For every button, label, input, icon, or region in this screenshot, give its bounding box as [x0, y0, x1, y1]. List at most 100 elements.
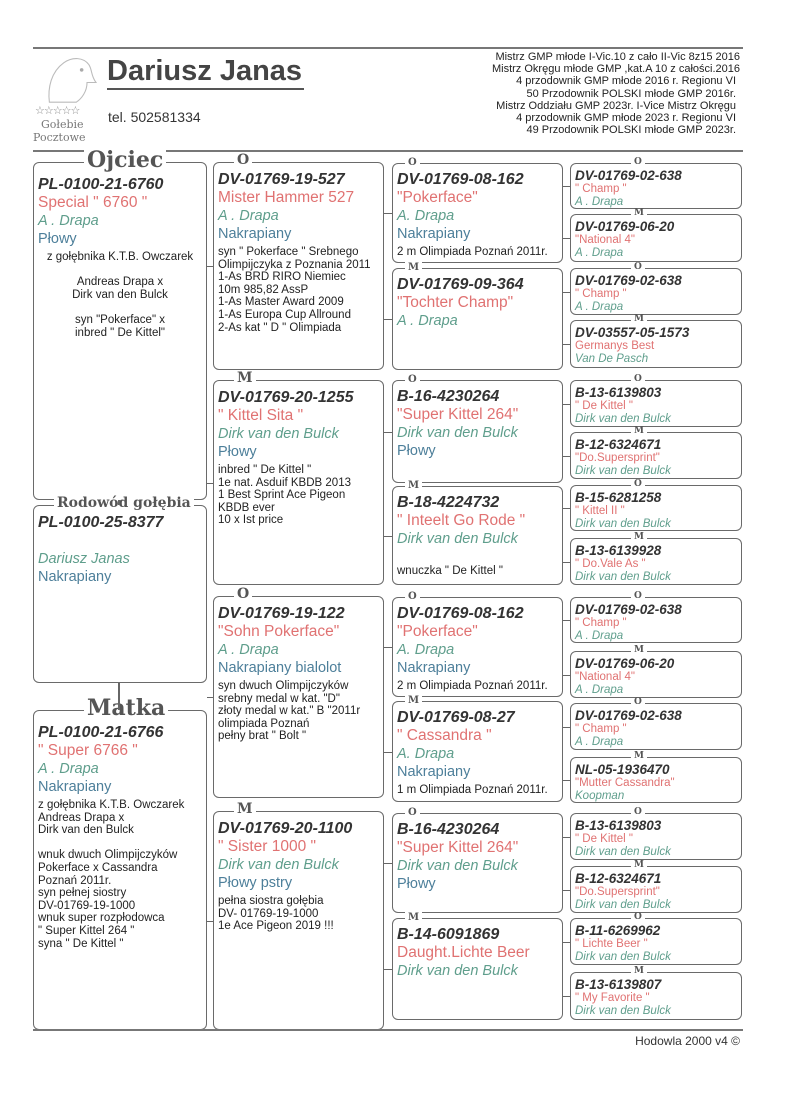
pedigree-card[interactable]: M B-12-6324671 "Do.Supersprint" Dirk van de… — [570, 861, 742, 913]
card-label: O — [234, 153, 253, 168]
connector-line — [563, 836, 570, 838]
note-line: syn "Pokerface" x — [75, 313, 165, 326]
connector-line — [563, 344, 570, 346]
breeder: Dirk van den Bulck — [397, 858, 518, 874]
card-label: O — [234, 587, 253, 602]
note-line: Andreas Drapa x — [38, 811, 125, 824]
connector-line — [207, 920, 213, 922]
connector-line — [118, 500, 120, 505]
card-label: M — [631, 861, 647, 870]
connector-line — [118, 683, 120, 710]
pedigree-card[interactable]: O B-13-6139803 " De Kittel " Dirk van den B… — [570, 375, 742, 427]
ring-number: PL-0100-25-8377 — [38, 514, 164, 531]
ring-number: B-11-6269962 — [575, 923, 661, 938]
pigeon-name: "National 4" — [575, 671, 635, 683]
breeder: A. Drapa — [397, 208, 455, 224]
pedigree-card[interactable]: M DV-01769-09-364 "Tochter Champ" A . Drapa — [392, 262, 563, 370]
pedigree-card[interactable]: Matka PL-0100-21-6766 " Super 6766 " A . Dr… — [33, 696, 207, 1030]
pedigree-card[interactable]: O B-16-4230264 "Super Kittel 264" Dirk van … — [392, 807, 563, 913]
achievement-line: Mistrz GMP młode I-Vic.10 z cało II-Vic … — [495, 51, 740, 63]
logo-text-line2: Pocztowe — [33, 131, 86, 144]
card-label: Ojciec — [84, 148, 167, 172]
pedigree-card[interactable]: M DV-01769-06-20 "National 4" A . Drapa — [570, 646, 742, 698]
note-line: syna " De Kittel " — [38, 937, 124, 950]
pedigree-card[interactable]: O DV-01769-19-527 Mister Hammer 527 A . Dra… — [213, 153, 384, 370]
pigeon-name: " Champ " — [575, 617, 627, 629]
note-line: syn dwuch Olimpijczyków — [218, 680, 349, 692]
pedigree-card[interactable]: M DV-01769-20-1100 " Sister 1000 " Dirk van… — [213, 802, 384, 1030]
plumage-color: Nakrapiany — [397, 226, 471, 242]
breeder: A . Drapa — [575, 684, 624, 696]
connector-line — [563, 561, 570, 563]
note-line: Poznań 2011r. — [38, 874, 112, 887]
ring-number: DV-01769-02-638 — [575, 168, 682, 183]
achievement-line: 4 przodownik GMP młode 2016 r. Regionu V… — [516, 75, 736, 88]
ring-number: DV-01769-08-162 — [397, 605, 524, 622]
pedigree-card[interactable]: O B-16-4230264 "Super Kittel 264" Dirk van … — [392, 374, 563, 483]
pedigree-card[interactable]: O B-11-6269962 " Lichte Beer " Dirk van den… — [570, 913, 742, 965]
pedigree-card[interactable]: M NL-05-1936470 "Mutter Cassandra" Koopman — [570, 752, 742, 803]
card-notes: syn " Pokerface " Srebnego Olimpijczyka z… — [218, 246, 379, 334]
pigeon-name: " Champ " — [575, 723, 627, 735]
pedigree-card[interactable]: O DV-01769-08-162 "Pokerface" A. Drapa Nakra… — [392, 157, 563, 263]
connector-line — [384, 751, 392, 753]
pedigree-card[interactable]: O DV-01769-02-638 " Champ " A . Drapa — [570, 698, 742, 750]
note-line: srebny medal w kat. "D" — [218, 692, 340, 705]
connector-line — [384, 535, 392, 537]
ring-number: B-13-6139928 — [575, 543, 662, 558]
ring-number: DV-01769-08-27 — [397, 709, 515, 726]
pigeon-name: "Tochter Champ" — [397, 294, 514, 311]
pedigree-card[interactable]: M B-14-6091869 Daught.Lichte Beer Dirk van … — [392, 912, 563, 1020]
plumage-color: Płowy pstry — [218, 875, 293, 891]
note-line — [38, 301, 202, 314]
achievements-list: Mistrz GMP młode I-Vic.10 z cało II-Vic … — [492, 51, 740, 136]
card-notes: pełna siostra gołębia DV- 01769-19-1000 1e… — [218, 895, 379, 933]
pigeon-name: "Super Kittel 264" — [397, 406, 519, 423]
pigeon-name: Daught.Lichte Beer — [397, 944, 530, 961]
pedigree-card[interactable]: Rodowód gołębia PL-0100-25-8377 Dariusz J… — [33, 496, 207, 683]
note-line: z gołębnika K.T.B. Owczarek — [38, 799, 185, 811]
pedigree-card[interactable]: O DV-01769-02-638 " Champ " A . Drapa — [570, 158, 742, 209]
pedigree-card[interactable]: O DV-01769-08-162 "Pokerface" A. Drapa Nakra… — [392, 591, 563, 697]
pedigree-card[interactable]: M B-13-6139928 " Do.Vale As " Dirk van den … — [570, 533, 742, 585]
pigeon-name: " Kittel Sita " — [218, 407, 304, 424]
note-line: 1e nat. Asduif KBDB 2013 — [218, 476, 351, 489]
ring-number: DV-01769-06-20 — [575, 656, 675, 671]
breeder: Dariusz Janas — [38, 551, 130, 567]
pedigree-card[interactable]: M DV-01769-06-20 "National 4" A . Drapa — [570, 209, 742, 262]
card-notes: inbred " De Kittel " 1e nat. Asduif KBDB … — [218, 464, 379, 527]
achievement-line: 50 Przodownik POLSKI młode GMP 2016r. — [526, 87, 736, 100]
breeder: A . Drapa — [575, 247, 624, 259]
header-top-rule — [33, 47, 743, 49]
pedigree-card[interactable]: M B-18-4224732 " Inteelt Go Rode " Dirk van… — [392, 480, 563, 585]
card-label: Matka — [84, 696, 169, 720]
card-label: O — [631, 480, 645, 489]
ring-number: B-18-4224732 — [397, 494, 500, 511]
note-line: wnuk dwuch Olimpijczyków — [38, 849, 178, 862]
breeder: Dirk van den Bulck — [397, 963, 518, 979]
pedigree-card[interactable]: M DV-01769-08-27 " Cassandra " A. Drapa Nakr… — [392, 695, 563, 802]
pedigree-card[interactable]: M B-12-6324671 "Do.Supersprint" Dirk van de… — [570, 427, 742, 479]
pedigree-card[interactable]: M DV-03557-05-1573 Germanys Best Van De Pas… — [570, 315, 742, 368]
pedigree-card[interactable]: Ojciec PL-0100-21-6760 Special " 6760 " A .… — [33, 148, 207, 500]
breeder: Dirk van den Bulck — [575, 846, 671, 858]
pedigree-card[interactable]: M B-13-6139807 " My Favorite " Dirk van den… — [570, 967, 742, 1020]
pedigree-card[interactable]: O DV-01769-02-638 " Champ " A . Drapa — [570, 263, 742, 315]
connector-line — [563, 620, 570, 622]
note-line: 1-As BRD RIRO Niemiec — [218, 271, 346, 284]
pedigree-card[interactable]: M DV-01769-20-1255 " Kittel Sita " Dirk van… — [213, 371, 384, 585]
pigeon-name-empty — [38, 532, 202, 550]
breeder: Dirk van den Bulck — [575, 571, 671, 583]
pigeon-name: "Pokerface" — [397, 623, 478, 640]
breeder: A . Drapa — [575, 196, 624, 208]
pedigree-card[interactable]: O DV-01769-19-122 "Sohn Pokerface" A . Drap… — [213, 587, 384, 798]
pigeon-name: Germanys Best — [575, 340, 655, 352]
pedigree-card[interactable]: O B-13-6139803 " De Kittel " Dirk van den B… — [570, 808, 742, 860]
card-label: O — [631, 592, 645, 601]
plumage-color: Nakrapiany — [397, 660, 471, 676]
note-line: 1-As Master Award 2009 — [218, 296, 344, 309]
pedigree-card[interactable]: O DV-01769-02-638 " Champ " A . Drapa — [570, 592, 742, 643]
card-label: M — [234, 802, 256, 817]
pedigree-card[interactable]: O B-15-6281258 " Kittel II " Dirk van den B… — [570, 480, 742, 531]
connector-line — [563, 674, 570, 676]
